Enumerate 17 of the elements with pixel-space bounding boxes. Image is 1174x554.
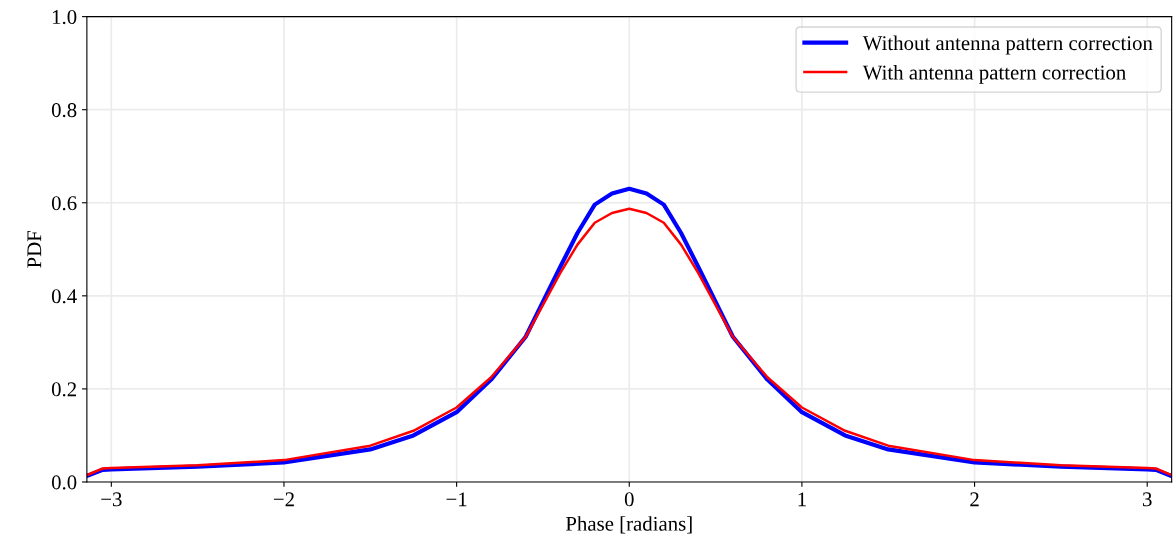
x-tick-label: −1 (446, 492, 467, 507)
y-axis-title: PDF (27, 230, 42, 268)
x-axis-title: Phase [radians] (565, 516, 692, 534)
y-tick-label: 0.8 (51, 103, 77, 118)
y-tick-label: 0.2 (51, 382, 76, 397)
x-tick-label: 3 (1142, 492, 1152, 507)
x-tick-label: −2 (273, 492, 294, 507)
y-tick-label: 0.0 (51, 475, 77, 490)
x-tick-label: 1 (798, 492, 806, 507)
y-tick-label: 1.0 (52, 9, 77, 25)
legend-label: With antenna pattern correction (862, 64, 1126, 84)
x-tick-label: 2 (970, 492, 979, 507)
x-tick-label: −3 (101, 492, 122, 507)
x-tick-label: 0 (624, 492, 634, 507)
y-tick-label: 0.4 (51, 289, 77, 304)
legend-label: Without antenna pattern correction (862, 35, 1153, 55)
y-tick-label: 0.6 (51, 196, 77, 211)
